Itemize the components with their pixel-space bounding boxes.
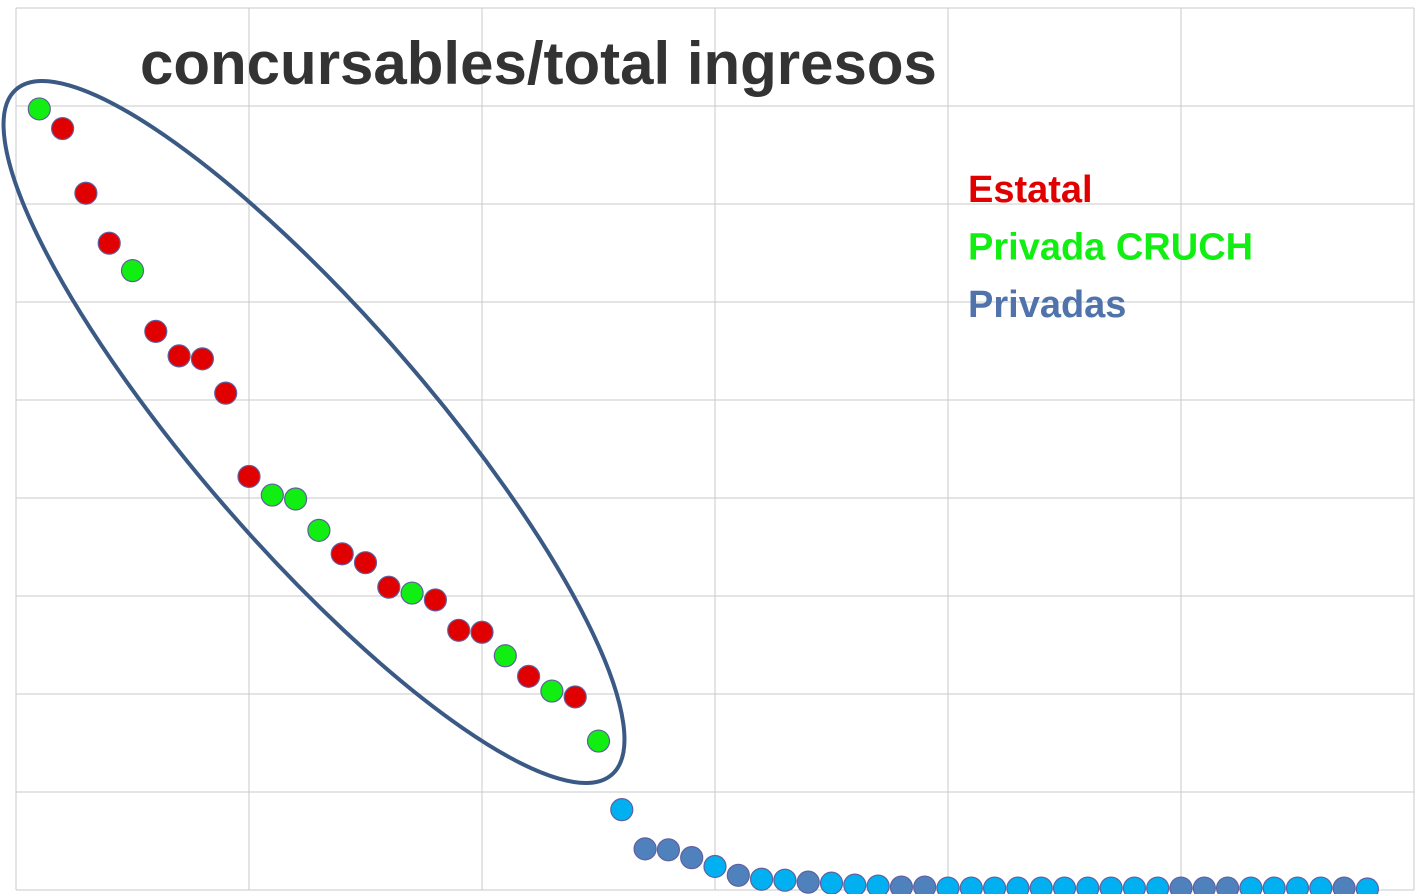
marks (27, 97, 1379, 894)
point (400, 581, 424, 605)
point (959, 876, 983, 894)
point (1355, 877, 1379, 894)
point (284, 487, 308, 511)
point (913, 875, 937, 894)
legend-entry: Privadas (968, 284, 1126, 326)
point (97, 231, 121, 255)
highlight-ellipse (1, 79, 627, 785)
point (307, 518, 331, 542)
point (1146, 876, 1170, 894)
point (214, 381, 238, 405)
point (866, 874, 890, 894)
point (656, 838, 681, 862)
point (773, 868, 797, 892)
point (144, 319, 168, 343)
legend-entry: Privada CRUCH (968, 227, 1253, 269)
point (493, 644, 517, 668)
point (167, 344, 191, 368)
point (586, 729, 611, 753)
legend-entry: Estatal (968, 169, 1093, 211)
point (260, 483, 284, 507)
point (190, 347, 214, 371)
point (330, 542, 354, 566)
point (1309, 876, 1333, 894)
point (703, 854, 727, 879)
point (50, 116, 75, 141)
point (377, 575, 401, 599)
point (983, 876, 1007, 894)
point (1332, 876, 1356, 894)
point (1052, 876, 1077, 894)
point (237, 464, 261, 489)
point (27, 97, 51, 121)
chart-title: concursables/total ingresos (140, 30, 937, 97)
point (726, 863, 750, 887)
point (889, 875, 913, 894)
point (447, 618, 471, 642)
point (1262, 876, 1286, 894)
point (1076, 876, 1100, 894)
point (1029, 876, 1053, 894)
point (1285, 876, 1310, 894)
point (749, 867, 774, 891)
point (1169, 876, 1193, 894)
point (1239, 876, 1263, 894)
point (120, 259, 145, 283)
point (353, 551, 378, 575)
point (1192, 876, 1216, 894)
point (819, 871, 844, 894)
point (936, 876, 960, 894)
point (1006, 876, 1030, 894)
legend: Estatal Privada CRUCH Privadas (968, 169, 1253, 326)
point (796, 870, 820, 894)
point (1099, 876, 1123, 894)
point (540, 679, 564, 703)
point (633, 837, 657, 861)
point (1122, 876, 1146, 894)
point (470, 620, 494, 644)
point (516, 664, 541, 688)
point (843, 873, 867, 894)
point (563, 685, 587, 709)
point (74, 181, 98, 205)
point (423, 588, 447, 612)
point (680, 846, 704, 870)
grid (15, 7, 1415, 891)
point (610, 798, 634, 822)
point (1216, 876, 1240, 894)
